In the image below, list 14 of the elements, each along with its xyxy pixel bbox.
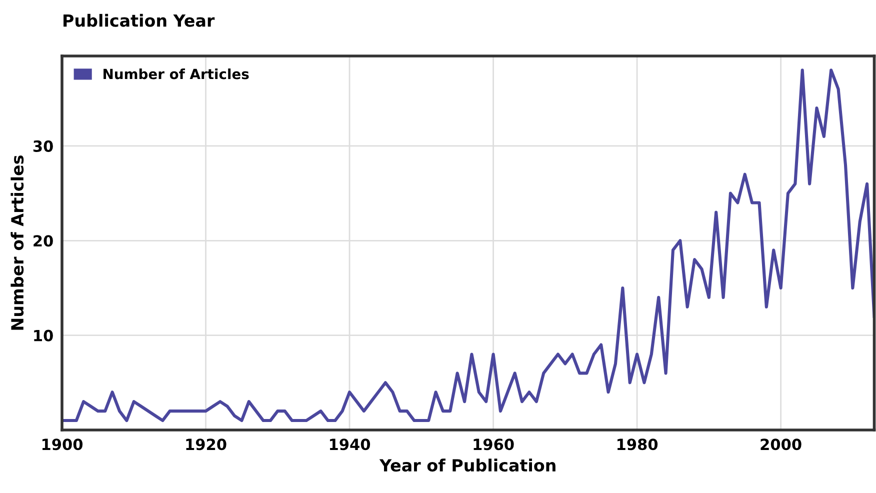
line-series: [62, 68, 874, 422]
y-tick-label: 20: [34, 235, 53, 247]
y-tick-label: 30: [33, 140, 53, 152]
y-axis-title: Number of Articles: [10, 156, 24, 330]
x-tick-label: 1900: [42, 438, 83, 450]
y-tick-label: 10: [34, 330, 53, 342]
x-tick-label: 1960: [474, 438, 514, 450]
x-axis-title: Year of Publication: [379, 458, 556, 472]
x-tick-label: 1920: [186, 438, 226, 450]
x-tick-label: 2000: [760, 438, 802, 450]
chart-title: Publication Year: [64, 14, 215, 27]
legend-label: Number of Articles: [104, 68, 249, 80]
x-tick-label: 1980: [618, 438, 658, 450]
x-tick-label: 1940: [330, 438, 370, 450]
